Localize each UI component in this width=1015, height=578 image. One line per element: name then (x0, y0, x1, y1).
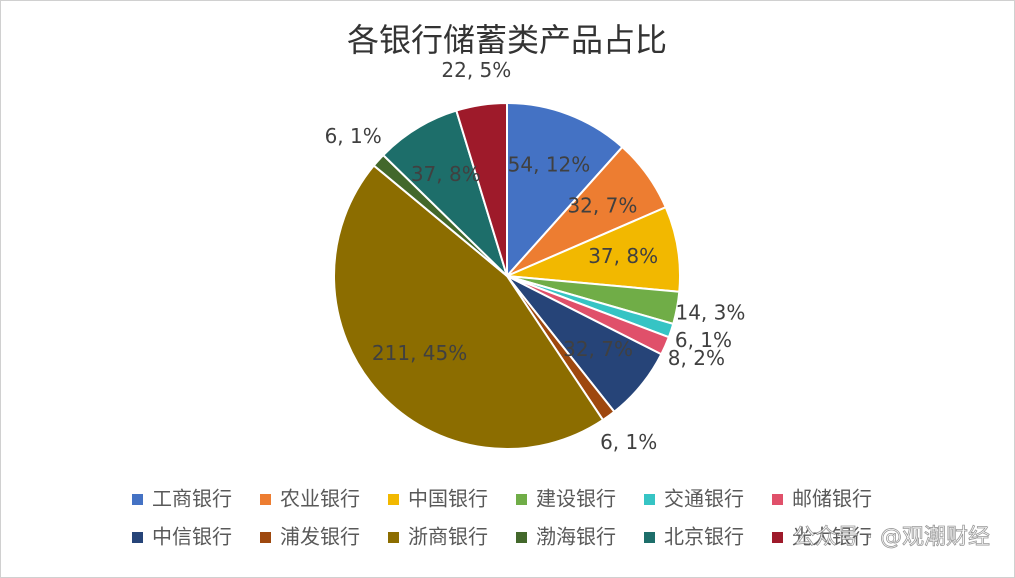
watermark: 公众号 · @观潮财经 (793, 525, 990, 550)
value-label: 211, 45% (372, 341, 467, 365)
legend-label: 浦发银行 (280, 525, 360, 549)
value-label: 14, 3% (675, 301, 745, 325)
legend-swatch (644, 494, 655, 505)
legend-label: 交通银行 (664, 487, 744, 511)
value-label: 6, 1% (600, 430, 657, 454)
value-label: 8, 2% (668, 346, 725, 370)
pie-slice (455, 101, 508, 277)
value-label: 6, 1% (325, 124, 382, 148)
value-label: 6, 1% (675, 328, 732, 352)
pie-slice (333, 164, 605, 450)
legend-label: 建设银行 (536, 487, 616, 511)
value-label: 37, 8% (588, 244, 658, 268)
legend-swatch (388, 494, 399, 505)
value-label: 32, 7% (567, 194, 637, 218)
legend-label: 农业银行 (280, 487, 360, 511)
legend-swatch (516, 494, 527, 505)
legend-swatch (388, 532, 399, 543)
value-label: 32, 7% (563, 337, 633, 361)
pie-slice (506, 101, 624, 279)
legend-label: 中国银行 (408, 487, 488, 511)
legend-swatch (132, 532, 143, 543)
value-label: 54, 12% (508, 153, 591, 177)
legend-label: 渤海银行 (536, 525, 616, 549)
legend-label: 光大银行 (792, 525, 872, 549)
legend-swatch (260, 532, 271, 543)
chart-title: 各银行储蓄类产品占比 (347, 21, 667, 59)
legend-swatch (260, 494, 271, 505)
legend-label: 工商银行 (152, 487, 232, 511)
value-label: 22, 5% (441, 58, 511, 82)
legend-label: 邮储银行 (792, 487, 872, 511)
legend-swatch (516, 532, 527, 543)
legend-swatch (772, 532, 783, 543)
legend-label: 浙商银行 (408, 525, 488, 549)
legend-swatch (644, 532, 655, 543)
legend-label: 中信银行 (152, 525, 232, 549)
legend-label: 北京银行 (664, 525, 744, 549)
value-label: 37, 8% (411, 162, 481, 186)
legend-swatch (772, 494, 783, 505)
legend-swatch (132, 494, 143, 505)
